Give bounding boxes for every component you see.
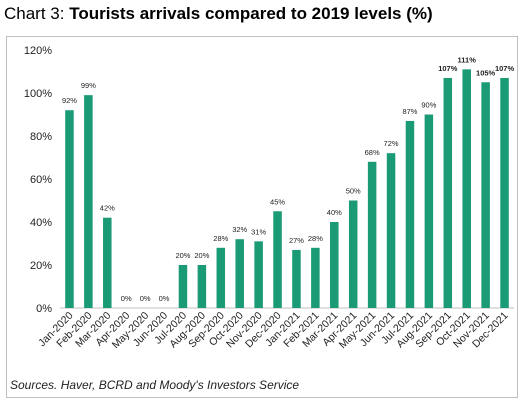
data-label: 45% xyxy=(270,197,285,206)
chart-title-prefix: Chart 3: xyxy=(4,4,70,23)
bar xyxy=(103,217,112,308)
y-tick-label: 80% xyxy=(30,131,52,143)
data-label: 72% xyxy=(384,139,399,148)
data-label: 20% xyxy=(194,251,209,260)
data-label: 27% xyxy=(289,236,304,245)
data-label: 90% xyxy=(421,101,436,110)
bar xyxy=(197,265,207,308)
bar xyxy=(330,222,339,308)
bar xyxy=(405,120,415,308)
y-tick-label: 60% xyxy=(30,174,52,186)
bar xyxy=(254,241,263,308)
data-label: 28% xyxy=(213,234,228,243)
data-label: 0% xyxy=(140,294,151,303)
data-label: 50% xyxy=(346,187,361,196)
data-label: 28% xyxy=(308,234,323,243)
y-tick-label: 20% xyxy=(30,260,52,272)
data-label: 32% xyxy=(232,225,247,234)
y-tick-label: 40% xyxy=(30,217,52,229)
y-tick-label: 100% xyxy=(24,88,52,100)
bar xyxy=(65,110,74,308)
bar xyxy=(216,247,226,308)
data-label: 105% xyxy=(476,68,496,77)
bar xyxy=(292,249,301,308)
bar xyxy=(443,77,453,308)
bar xyxy=(424,114,434,308)
bar xyxy=(273,211,282,308)
bar xyxy=(235,239,244,308)
chart-title: Chart 3: Tourists arrivals compared to 2… xyxy=(4,4,433,24)
bar xyxy=(311,247,320,308)
bar xyxy=(348,200,358,308)
bar xyxy=(386,153,396,308)
data-label: 107% xyxy=(438,64,458,73)
y-tick-label: 120% xyxy=(24,45,52,57)
data-label: 111% xyxy=(458,55,477,64)
data-label: 40% xyxy=(327,208,342,217)
chart-frame xyxy=(6,36,518,398)
data-label: 107% xyxy=(495,64,515,73)
y-tick-label: 0% xyxy=(36,303,52,315)
source-note: Sources. Haver, BCRD and Moody's Investo… xyxy=(10,378,300,392)
data-label: 99% xyxy=(81,81,96,90)
bar xyxy=(462,69,471,308)
bar xyxy=(500,77,509,308)
data-label: 31% xyxy=(251,227,266,236)
chart-title-main: Tourists arrivals compared to 2019 level… xyxy=(69,4,433,23)
bar xyxy=(178,265,188,308)
data-label: 87% xyxy=(402,107,417,116)
bar xyxy=(84,95,93,309)
data-label: 0% xyxy=(159,294,170,303)
bar xyxy=(367,161,377,308)
data-label: 0% xyxy=(121,294,132,303)
data-label: 42% xyxy=(100,204,115,213)
data-label: 68% xyxy=(365,148,380,157)
bar xyxy=(481,82,490,308)
data-label: 20% xyxy=(175,251,190,260)
data-label: 92% xyxy=(62,96,77,105)
